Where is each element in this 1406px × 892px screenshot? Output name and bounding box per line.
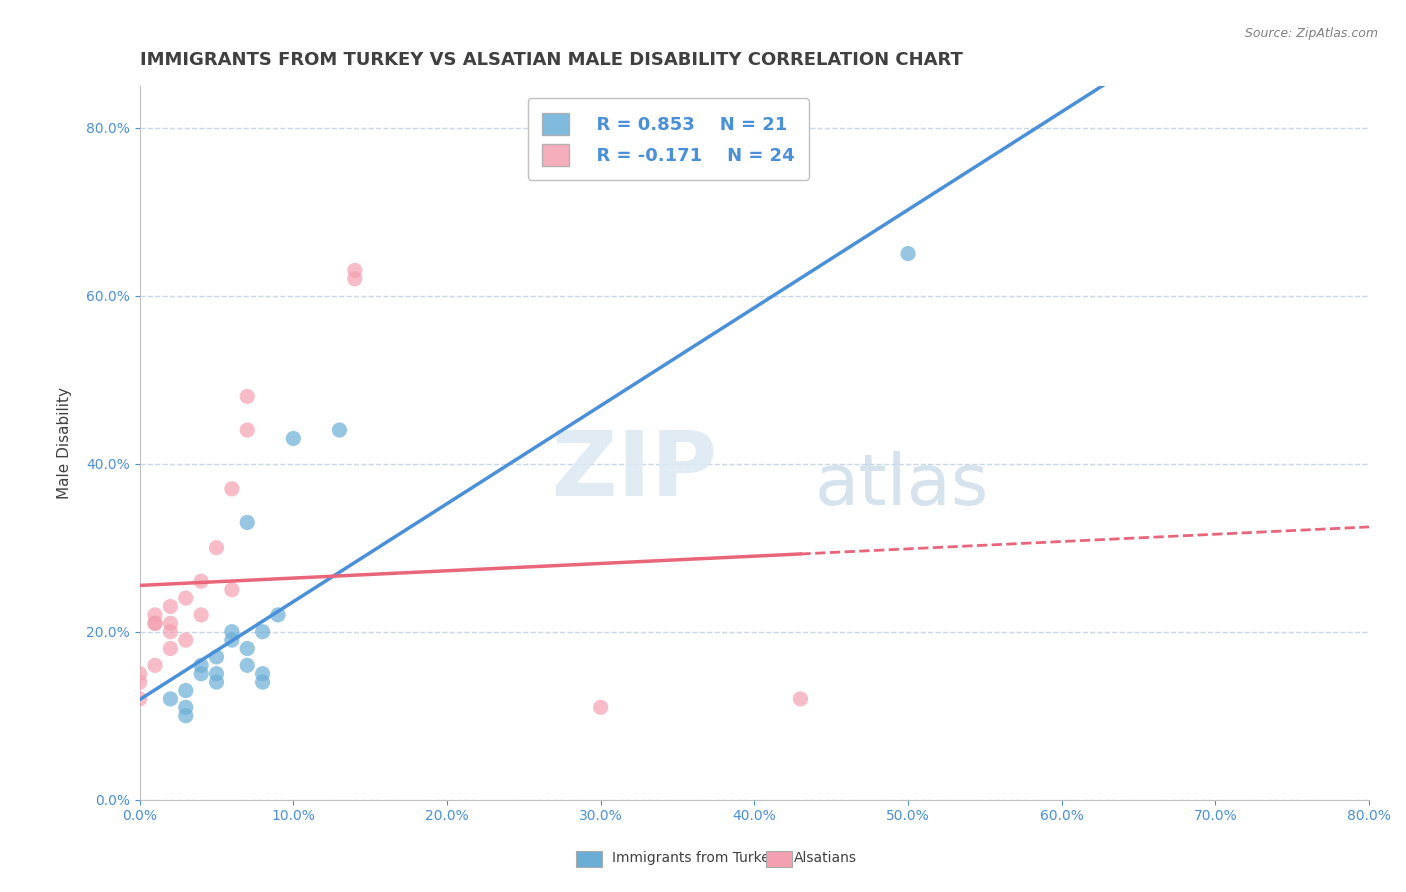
Point [128,675,150,690]
Point [190,574,212,589]
Point [267,607,290,622]
Point [143,607,166,622]
Point [128,692,150,706]
Point [174,633,197,648]
Point [343,263,366,277]
Point [252,675,274,690]
Text: atlas: atlas [814,451,988,520]
Point [159,624,181,639]
Point [236,423,259,437]
Point [159,599,181,614]
Point [221,482,243,496]
Point [283,432,305,446]
Point [190,658,212,673]
Point [174,591,197,606]
Text: ZIP: ZIP [553,427,717,516]
Point [143,658,166,673]
Point [221,582,243,597]
Point [190,666,212,681]
Point [159,641,181,656]
Point [236,389,259,403]
Legend:   R = 0.853    N = 21,   R = -0.171    N = 24: R = 0.853 N = 21, R = -0.171 N = 24 [527,98,808,180]
Point [221,633,243,648]
Text: Alsatians: Alsatians [794,851,858,865]
Point [205,666,228,681]
Point [159,692,181,706]
Point [205,675,228,690]
Point [897,246,920,260]
Point [159,616,181,631]
Point [221,624,243,639]
Point [252,666,274,681]
Point [236,641,259,656]
Point [174,683,197,698]
Point [343,272,366,286]
Point [252,624,274,639]
Text: Immigrants from Turkey: Immigrants from Turkey [612,851,778,865]
Y-axis label: Male Disability: Male Disability [58,386,72,499]
Point [589,700,612,714]
Point [143,616,166,631]
Point [190,607,212,622]
Point [174,700,197,714]
Point [143,616,166,631]
Point [174,708,197,723]
Point [205,649,228,664]
Point [328,423,350,437]
Text: IMMIGRANTS FROM TURKEY VS ALSATIAN MALE DISABILITY CORRELATION CHART: IMMIGRANTS FROM TURKEY VS ALSATIAN MALE … [139,51,963,69]
Text: Source: ZipAtlas.com: Source: ZipAtlas.com [1244,27,1378,40]
Point [128,666,150,681]
Point [236,516,259,530]
Point [789,692,811,706]
Point [205,541,228,555]
Point [236,658,259,673]
